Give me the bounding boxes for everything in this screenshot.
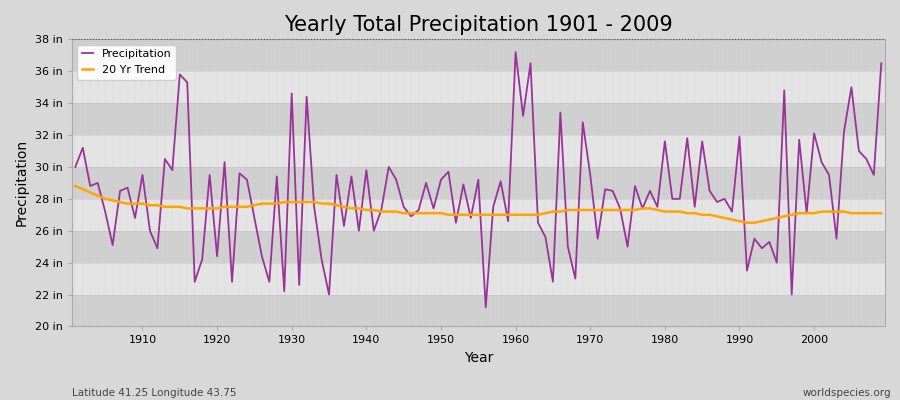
Text: Latitude 41.25 Longitude 43.75: Latitude 41.25 Longitude 43.75	[72, 388, 237, 398]
Precipitation	[518, 114, 528, 118]
Precipitation	[130, 216, 140, 220]
20 Yr Trend	[293, 200, 304, 204]
Line: 20 Yr Trend: 20 Yr Trend	[76, 186, 881, 223]
Bar	[72, 263, 885, 294]
20 Yr Trend	[503, 212, 514, 217]
X-axis label: Year: Year	[464, 351, 493, 365]
Bar	[72, 199, 885, 231]
Precipitation	[876, 61, 886, 66]
20 Yr Trend	[876, 211, 886, 216]
Bar	[72, 135, 885, 167]
Y-axis label: Precipitation: Precipitation	[15, 139, 29, 226]
Line: Precipitation: Precipitation	[76, 52, 881, 307]
Bar	[72, 167, 885, 199]
Bar	[72, 294, 885, 326]
20 Yr Trend	[599, 208, 610, 212]
Precipitation	[481, 305, 491, 310]
20 Yr Trend	[338, 204, 349, 209]
Bar	[72, 71, 885, 103]
Text: worldspecies.org: worldspecies.org	[803, 388, 891, 398]
20 Yr Trend	[70, 184, 81, 188]
Bar	[72, 39, 885, 71]
20 Yr Trend	[510, 212, 521, 217]
Precipitation	[70, 164, 81, 169]
20 Yr Trend	[742, 220, 752, 225]
Precipitation	[293, 282, 304, 287]
Precipitation	[338, 224, 349, 228]
Bar	[72, 231, 885, 263]
20 Yr Trend	[130, 201, 140, 206]
Precipitation	[510, 50, 521, 54]
Title: Yearly Total Precipitation 1901 - 2009: Yearly Total Precipitation 1901 - 2009	[284, 15, 672, 35]
Precipitation	[615, 206, 626, 211]
Legend: Precipitation, 20 Yr Trend: Precipitation, 20 Yr Trend	[77, 45, 176, 80]
Precipitation	[525, 61, 535, 66]
Bar	[72, 103, 885, 135]
